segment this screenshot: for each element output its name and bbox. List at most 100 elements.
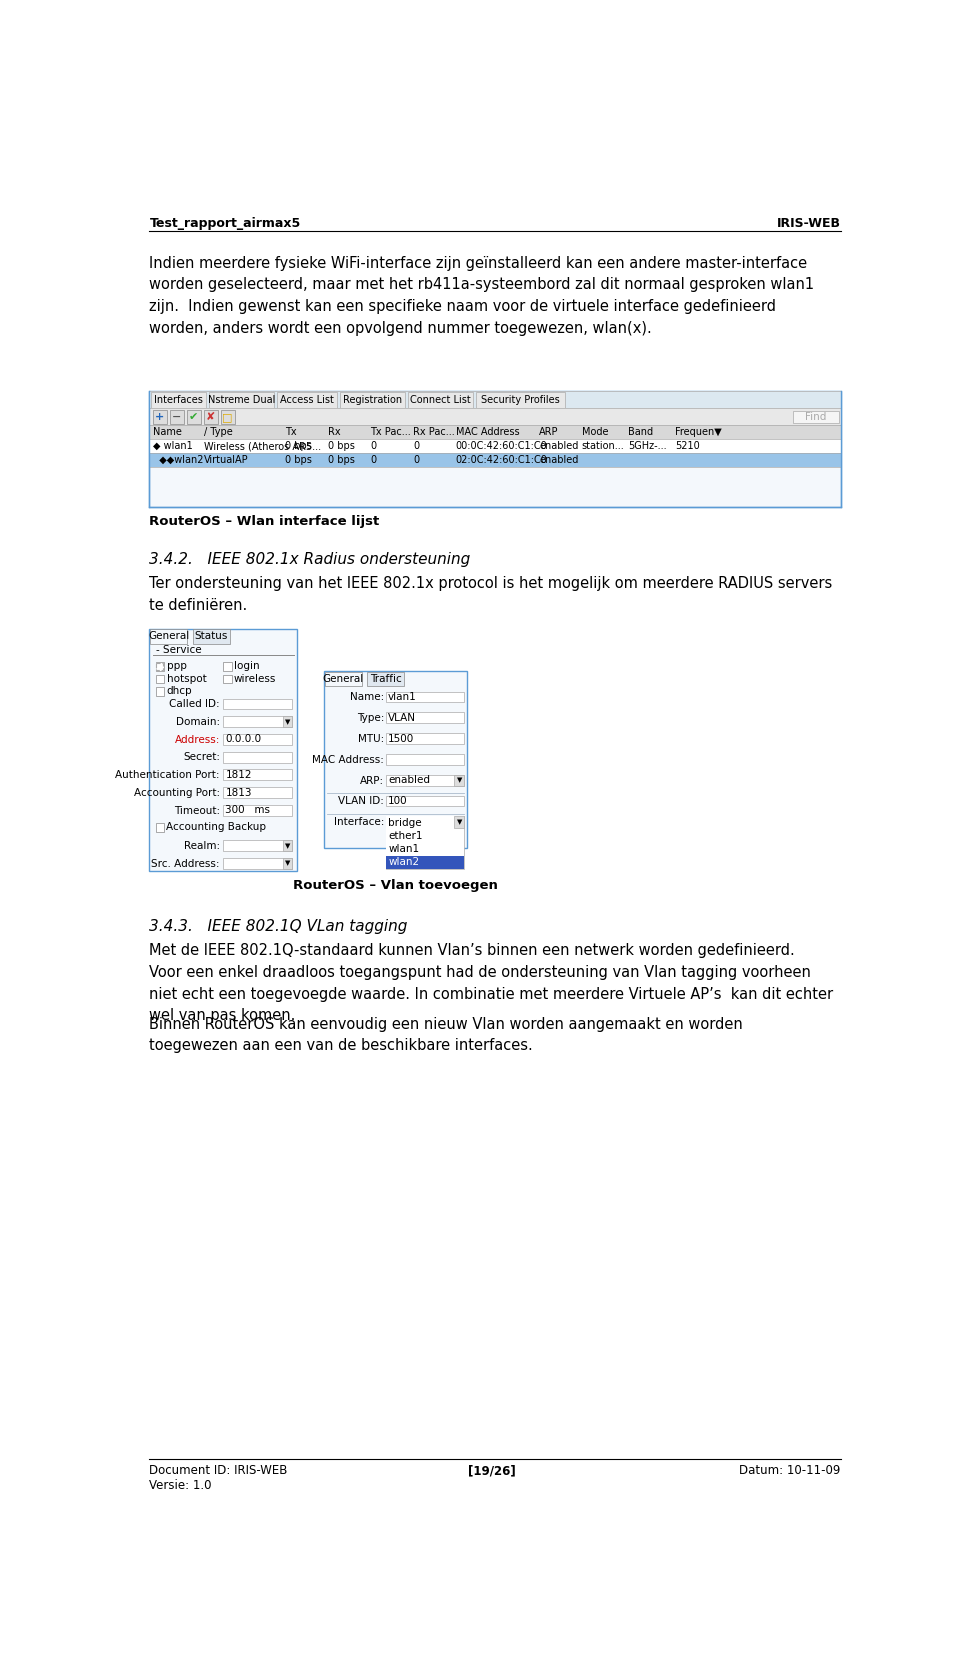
Text: −: − <box>172 412 181 423</box>
Bar <box>150 630 187 645</box>
Text: Security Profiles: Security Profiles <box>481 394 560 404</box>
Text: station...: station... <box>582 441 625 451</box>
Text: 300   ms: 300 ms <box>226 805 271 815</box>
Text: Accounting Port:: Accounting Port: <box>133 788 220 798</box>
Text: wlan1: wlan1 <box>388 843 420 853</box>
Text: ◆◆wlan2: ◆◆wlan2 <box>154 454 204 464</box>
Text: 0 bps: 0 bps <box>285 441 312 451</box>
Text: ether1: ether1 <box>388 830 422 840</box>
Text: enabled: enabled <box>540 441 579 451</box>
Text: wireless: wireless <box>234 673 276 683</box>
Text: 0 bps: 0 bps <box>327 441 354 451</box>
Bar <box>150 439 841 453</box>
Text: Nstreme Dual: Nstreme Dual <box>207 394 276 404</box>
Text: General: General <box>323 673 364 683</box>
Text: Access List: Access List <box>280 394 334 404</box>
Bar <box>156 686 164 695</box>
Text: wlan2: wlan2 <box>388 857 420 867</box>
Text: ▼: ▼ <box>457 777 462 783</box>
Text: Secret:: Secret: <box>183 753 220 763</box>
Text: Binnen RouterOS kan eenvoudig een nieuw Vlan worden aangemaakt en worden
toegewe: Binnen RouterOS kan eenvoudig een nieuw … <box>150 1017 743 1054</box>
Text: Authentication Port:: Authentication Port: <box>115 770 220 780</box>
Text: IRIS-WEB: IRIS-WEB <box>777 217 841 230</box>
Text: 00:0C:42:60:C1:C0: 00:0C:42:60:C1:C0 <box>456 441 547 451</box>
Bar <box>223 716 292 726</box>
Bar <box>476 392 565 407</box>
Bar <box>386 733 464 745</box>
Text: 0: 0 <box>371 441 376 451</box>
Text: RouterOS – Vlan toevoegen: RouterOS – Vlan toevoegen <box>293 878 498 892</box>
Bar <box>793 411 839 423</box>
Bar <box>283 840 292 852</box>
Bar <box>386 830 464 843</box>
Bar <box>150 426 841 439</box>
Text: Connect List: Connect List <box>410 394 470 404</box>
Text: Frequen▼: Frequen▼ <box>675 428 722 438</box>
Bar <box>454 775 464 785</box>
Text: vlan1: vlan1 <box>388 691 417 701</box>
Bar <box>386 843 464 855</box>
Bar <box>223 840 292 852</box>
Text: Type:: Type: <box>357 713 384 723</box>
Text: VLAN: VLAN <box>388 713 416 723</box>
Text: MAC Address:: MAC Address: <box>312 755 384 765</box>
Text: Test_rapport_airmax5: Test_rapport_airmax5 <box>150 217 300 230</box>
Bar <box>209 392 274 407</box>
Text: Met de IEEE 802.1Q-standaard kunnen Vlan’s binnen een netwerk worden gedefinieer: Met de IEEE 802.1Q-standaard kunnen Vlan… <box>150 944 833 1024</box>
Text: - Service: - Service <box>156 645 202 655</box>
Text: VirtualAP: VirtualAP <box>204 454 249 464</box>
Bar <box>386 795 464 807</box>
Bar <box>150 453 841 468</box>
Bar <box>386 817 464 868</box>
Text: 5210: 5210 <box>675 441 700 451</box>
Bar <box>386 855 464 868</box>
Text: Src. Address:: Src. Address: <box>152 858 220 868</box>
Bar <box>223 858 292 868</box>
Bar <box>223 663 231 671</box>
Text: 0 bps: 0 bps <box>327 454 354 464</box>
Bar <box>204 409 218 424</box>
Text: 1500: 1500 <box>388 733 415 743</box>
Bar <box>223 735 292 745</box>
Text: Domain:: Domain: <box>176 716 220 726</box>
Text: ◆ wlan1: ◆ wlan1 <box>154 441 193 451</box>
Bar <box>277 392 337 407</box>
Text: ▼: ▼ <box>285 843 290 848</box>
Bar <box>386 775 464 785</box>
Text: Address:: Address: <box>175 735 220 745</box>
Bar <box>156 663 163 670</box>
Text: / Type: / Type <box>204 428 232 438</box>
Bar <box>150 391 841 407</box>
Bar <box>151 392 206 407</box>
Bar <box>283 716 292 726</box>
Text: Ter ondersteuning van het IEEE 802.1x protocol is het mogelijk om meerdere RADIU: Ter ondersteuning van het IEEE 802.1x pr… <box>150 576 832 613</box>
Text: Realm:: Realm: <box>184 842 220 852</box>
Bar <box>156 823 164 832</box>
Bar <box>223 698 292 710</box>
Text: Registration: Registration <box>343 394 402 404</box>
Text: Mode: Mode <box>582 428 609 438</box>
Bar <box>186 409 201 424</box>
Text: ▼: ▼ <box>285 860 290 867</box>
Text: Rx: Rx <box>327 428 341 438</box>
Bar <box>223 770 292 780</box>
Text: Name:: Name: <box>350 693 384 703</box>
Bar <box>221 409 234 424</box>
Text: 0: 0 <box>413 454 420 464</box>
Text: Accounting Backup: Accounting Backup <box>166 822 267 832</box>
Text: Interfaces: Interfaces <box>154 394 203 404</box>
Text: +: + <box>155 412 164 423</box>
Text: dhcp: dhcp <box>166 686 192 696</box>
Text: 5GHz-...: 5GHz-... <box>629 441 667 451</box>
Text: 0: 0 <box>413 441 420 451</box>
Bar <box>324 671 468 848</box>
Text: ARP:: ARP: <box>360 775 384 785</box>
Bar <box>223 805 292 815</box>
Bar <box>386 755 464 765</box>
Text: MAC Address: MAC Address <box>456 428 519 438</box>
Text: enabled: enabled <box>388 775 430 785</box>
Text: 3.4.2.   IEEE 802.1x Radius ondersteuning: 3.4.2. IEEE 802.1x Radius ondersteuning <box>150 551 470 566</box>
Text: □: □ <box>223 412 233 423</box>
Text: Tx: Tx <box>285 428 297 438</box>
Text: Rx Pac...: Rx Pac... <box>413 428 455 438</box>
